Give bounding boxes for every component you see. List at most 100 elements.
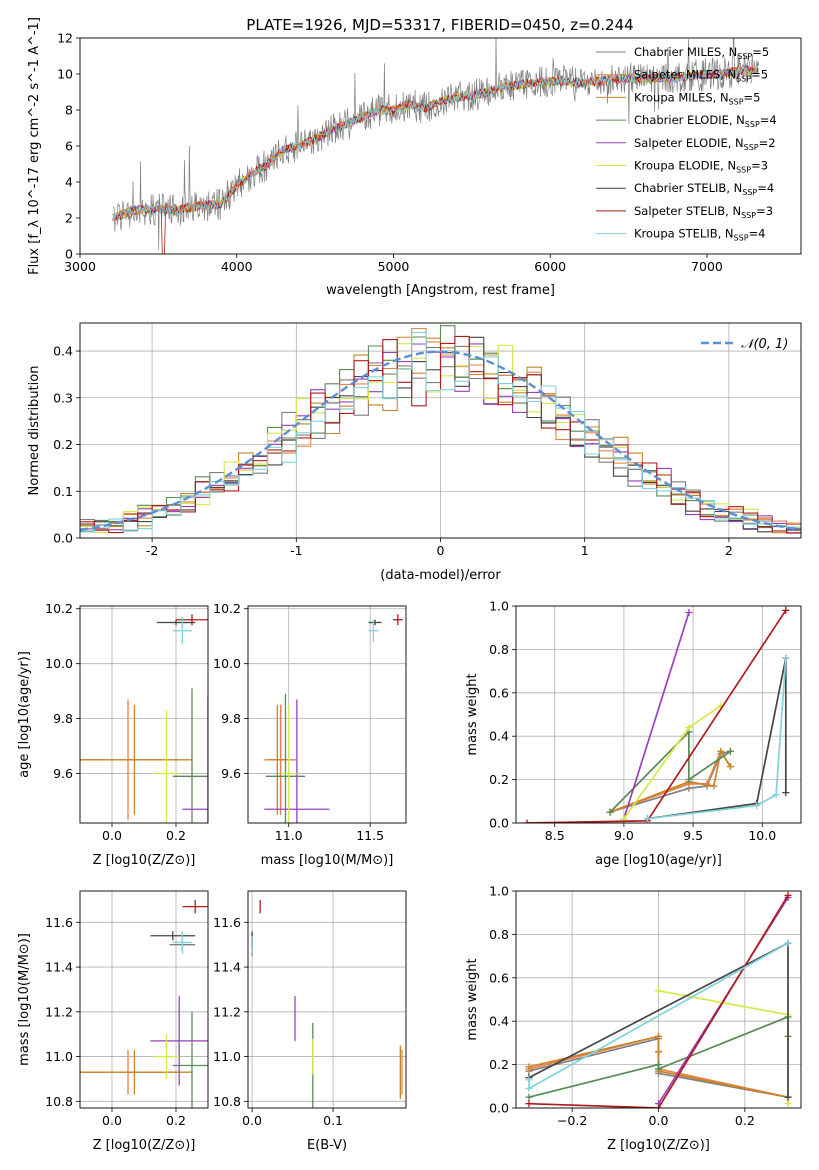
y-tick-label: 11.0 [45, 1049, 73, 1064]
errorbar-chabrier_stelib [368, 619, 382, 626]
y-tick-label: 12 [57, 31, 73, 46]
x-axis-label: Z [log10(Z/Z⊙)] [607, 1138, 710, 1153]
legend-label-sub: SSP [744, 143, 759, 152]
errorbar-kroupa_elodie [153, 710, 180, 823]
legend-label-main: Kroupa STELIB, N [634, 227, 734, 241]
weight-point-salpeter_stelib [784, 891, 792, 899]
weight-point-kroupa_miles [525, 1063, 533, 1071]
marks-age_vs_mass [264, 614, 403, 823]
errorbar-kroupa_elodie [280, 704, 297, 823]
x-tick-label: 2 [725, 543, 733, 558]
y-tick-label: 6 [65, 139, 73, 154]
y-axis-label: Flux [f_λ 10^-17 erg cm^-2 s^-1 A^-1] [27, 17, 42, 275]
weight-point-kroupa_stelib [643, 815, 651, 823]
errorbar-salpeter_elodie [150, 996, 208, 1086]
x-tick-label: 0.0 [102, 1113, 122, 1128]
y-tick-label: 0.8 [489, 927, 509, 942]
weight-point-kroupa_stelib [772, 791, 780, 799]
histogram-chabrier_elodie [80, 325, 801, 532]
weight-line-salpeter_stelib [528, 894, 789, 1108]
legend-label-tail: =4 [749, 227, 766, 241]
y-axis-label: Normed distribution [27, 366, 42, 496]
legend-label-kroupa_elodie: Kroupa ELODIE, NSSP=3 [634, 159, 768, 175]
y-tick-label: 0.4 [489, 729, 509, 744]
weight-point-kroupa_elodie [685, 724, 693, 732]
y-tick-label: 10 [57, 67, 73, 82]
legend-label-main: Kroupa MILES, N [634, 90, 729, 104]
weight-point-salpeter_stelib [525, 1100, 533, 1108]
axes-frame [247, 890, 407, 1109]
legend-label-tail: =2 [759, 136, 776, 150]
y-tick-label: 9.8 [221, 711, 241, 726]
panel-residuals: -2 -1 0 1 2 0.0 0.1 0.2 0.3 0.4 (data-model)/error… [27, 322, 802, 583]
y-tick-label: 0.2 [53, 437, 73, 452]
legend-label-tail: =5 [752, 45, 769, 59]
y-tick-label: 0.0 [489, 1101, 509, 1116]
weight-point-kroupa_miles [655, 1032, 662, 1040]
plot-area [80, 38, 801, 254]
x-tick-label: 3000 [64, 259, 96, 274]
errorbar-kroupa_miles [269, 704, 286, 815]
x-tick-label: 5000 [378, 259, 410, 274]
y-tick-label: 0 [65, 247, 73, 262]
y-tick-label: 11.0 [213, 1049, 241, 1064]
errorbar-kroupa_miles [80, 1049, 192, 1095]
weight-point-kroupa_elodie [784, 1100, 792, 1108]
y-tick-label: 10.0 [45, 656, 73, 671]
plot-area [248, 891, 406, 1108]
legend-label-sub: SSP [736, 166, 751, 175]
plot-area [516, 606, 801, 823]
y-tick-label: 1.0 [489, 599, 509, 614]
y-axis-label: age [log10(age/yr)] [17, 651, 32, 778]
y-tick-label: 0.4 [53, 344, 73, 359]
x-tick-label: 9.5 [683, 828, 703, 843]
legend-label-main: Chabrier MILES, N [634, 45, 737, 59]
y-tick-label: 9.6 [53, 766, 73, 781]
panel-spectrum: 3000 4000 5000 6000 7000 0 2 4 6 8 10 12 wavelength … [27, 17, 802, 298]
errorbar-chabrier_elodie [265, 693, 306, 823]
plot-area [248, 606, 406, 823]
errorbar-kroupa_stelib [368, 619, 379, 642]
weight-point-chabrier_elodie [655, 1065, 662, 1073]
x-tick-label: 0.2 [166, 828, 186, 843]
y-tick-label: 10.2 [45, 601, 73, 616]
legend-label-tail: =3 [751, 159, 768, 173]
y-tick-label: 0.2 [489, 772, 509, 787]
axes-frame [79, 890, 209, 1109]
x-tick-label: 0.1 [323, 1113, 343, 1128]
legend-label-sub: SSP [745, 120, 760, 129]
errorbar-kroupa_stelib [172, 616, 192, 645]
x-axis-label: E(B-V) [307, 1138, 347, 1153]
y-tick-label: 4 [65, 175, 73, 190]
legend-label-chabrier_miles: Chabrier MILES, NSSP=5 [634, 45, 769, 61]
y-tick-label: 9.8 [53, 711, 73, 726]
weight-line-salpeter_elodie [623, 612, 690, 819]
legend-label-chabrier_elodie: Chabrier ELODIE, NSSP=4 [634, 113, 777, 129]
axis-labels: 11.0 11.5 9.6 9.8 10.0 10.2 mass [log10(M/M⊙)] [213, 601, 393, 868]
y-tick-label: 0.6 [489, 970, 509, 985]
axis-labels: -2 -1 0 1 2 0.0 0.1 0.2 0.3 0.4 (data-model)/error… [27, 344, 733, 583]
y-tick-label: 0.8 [489, 642, 509, 657]
axes-frame [79, 37, 802, 255]
weight-point-chabrier_stelib [784, 1093, 792, 1101]
errorbar-chabrier_stelib [156, 619, 196, 626]
legend-label-sub: SSP [736, 75, 751, 84]
legend-label-chabrier_stelib: Chabrier STELIB, NSSP=4 [634, 181, 774, 197]
x-tick-label: 0.2 [735, 1113, 755, 1128]
spectrum-line-salpeter_stelib [112, 65, 759, 254]
errorbar-salpeter_stelib [182, 899, 208, 914]
marks-mass_weight_vs_age [523, 606, 790, 823]
y-tick-label: 0.0 [489, 816, 509, 831]
legend-label-sub: SSP [729, 97, 744, 106]
normal-reference-curve [80, 350, 801, 531]
legend-label-sub: SSP [742, 188, 757, 197]
marks-residuals [80, 325, 801, 534]
spectrum-line-salpeter_miles [112, 65, 759, 222]
plot-area [80, 891, 208, 1108]
axis-labels: 3000 4000 5000 6000 7000 0 2 4 6 8 10 12 wavelength … [27, 17, 723, 298]
legend-label-kroupa_stelib: Kroupa STELIB, NSSP=4 [634, 227, 765, 243]
legend-label-normal: 𝒩(0, 1) [741, 337, 788, 352]
y-tick-label: 10.0 [213, 656, 241, 671]
